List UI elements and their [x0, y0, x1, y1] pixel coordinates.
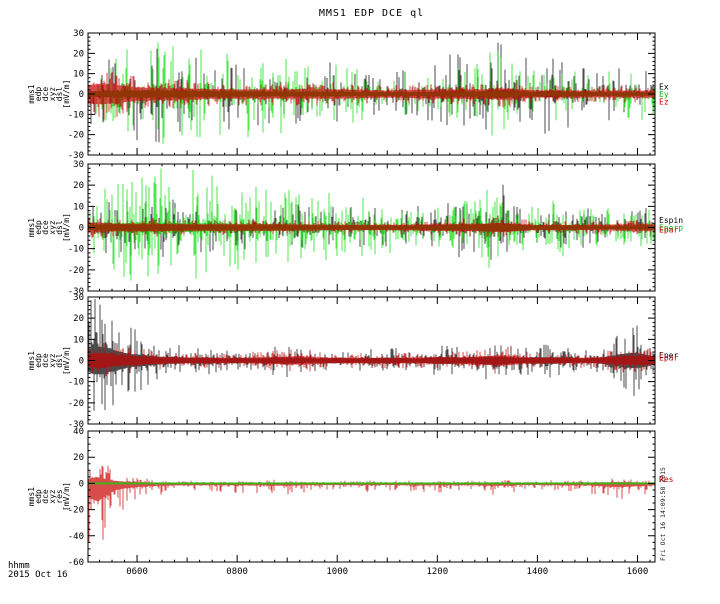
svg-text:0: 0 [79, 90, 84, 100]
svg-text:mms1: mms1 [27, 218, 36, 237]
svg-text:edp: edp [34, 220, 43, 235]
svg-text:20: 20 [73, 453, 84, 463]
svg-text:mms1: mms1 [27, 351, 36, 370]
svg-text:dce: dce [41, 87, 50, 102]
svg-text:mms1: mms1 [27, 487, 36, 506]
svg-text:1000: 1000 [326, 567, 348, 577]
svg-text:-60: -60 [68, 558, 84, 568]
svg-text:[mV/m]: [mV/m] [62, 213, 71, 242]
svg-text:-20: -20 [68, 131, 84, 141]
svg-text:30: 30 [73, 160, 84, 170]
svg-text:20: 20 [73, 49, 84, 59]
svg-text:Epar: Epar [659, 225, 678, 234]
svg-text:dce: dce [41, 220, 50, 235]
svg-text:1600: 1600 [627, 567, 649, 577]
svg-text:-10: -10 [68, 378, 84, 388]
svg-text:Res: Res [659, 475, 674, 484]
svg-text:10: 10 [73, 335, 84, 345]
svg-text:20: 20 [73, 314, 84, 324]
svg-text:1200: 1200 [426, 567, 448, 577]
svg-text:dce: dce [41, 353, 50, 368]
svg-text:1400: 1400 [527, 567, 549, 577]
plot-date-label: 2015 Oct 16 [8, 570, 68, 580]
x-axis-units-label: hhmm [8, 561, 30, 571]
svg-text:dsl: dsl [55, 353, 64, 368]
svg-text:edp: edp [34, 489, 43, 504]
svg-text:Epar: Epar [659, 353, 678, 362]
svg-text:[mV/m]: [mV/m] [62, 80, 71, 109]
svg-text:0: 0 [79, 357, 84, 367]
svg-text:Eper: Eper [659, 351, 678, 360]
svg-text:-30: -30 [68, 151, 84, 161]
svg-text:edp: edp [34, 353, 43, 368]
svg-text:xyz: xyz [48, 87, 57, 102]
svg-text:Eperp: Eperp [659, 224, 683, 233]
svg-text:mms1: mms1 [27, 84, 36, 103]
svg-text:Ex: Ex [659, 83, 669, 92]
svg-text:0: 0 [79, 479, 84, 489]
svg-text:[mV/m]: [mV/m] [62, 482, 71, 511]
svg-text:Espin: Espin [659, 216, 683, 225]
svg-text:0800: 0800 [226, 567, 248, 577]
svg-text:40: 40 [73, 427, 84, 437]
svg-text:20: 20 [73, 181, 84, 191]
svg-text:10: 10 [73, 202, 84, 212]
svg-text:-20: -20 [68, 399, 84, 409]
svg-text:10: 10 [73, 70, 84, 80]
svg-text:Ey: Ey [659, 90, 669, 99]
svg-text:-30: -30 [68, 287, 84, 297]
svg-text:30: 30 [73, 293, 84, 303]
svg-text:xyz: xyz [48, 220, 57, 235]
svg-text:res: res [55, 489, 64, 504]
svg-text:dsl: dsl [55, 220, 64, 235]
svg-text:xyz: xyz [48, 353, 57, 368]
svg-text:[mV/m]: [mV/m] [62, 346, 71, 375]
svg-text:dsl: dsl [55, 87, 64, 102]
svg-text:30: 30 [73, 29, 84, 39]
svg-text:-20: -20 [68, 266, 84, 276]
svg-text:-30: -30 [68, 420, 84, 430]
svg-text:dce: dce [41, 489, 50, 504]
svg-text:0600: 0600 [126, 567, 148, 577]
svg-text:xyz: xyz [48, 489, 57, 504]
svg-text:Ez: Ez [659, 97, 669, 106]
svg-text:-40: -40 [68, 532, 84, 542]
svg-text:-10: -10 [68, 110, 84, 120]
plot-title: MMS1 EDP DCE ql [318, 8, 425, 19]
svg-text:0: 0 [79, 224, 84, 234]
svg-text:-20: -20 [68, 506, 84, 516]
svg-text:edp: edp [34, 87, 43, 102]
creation-timestamp: Fri Oct 16 14:09:58 2015 [659, 467, 667, 561]
svg-text:-10: -10 [68, 245, 84, 255]
